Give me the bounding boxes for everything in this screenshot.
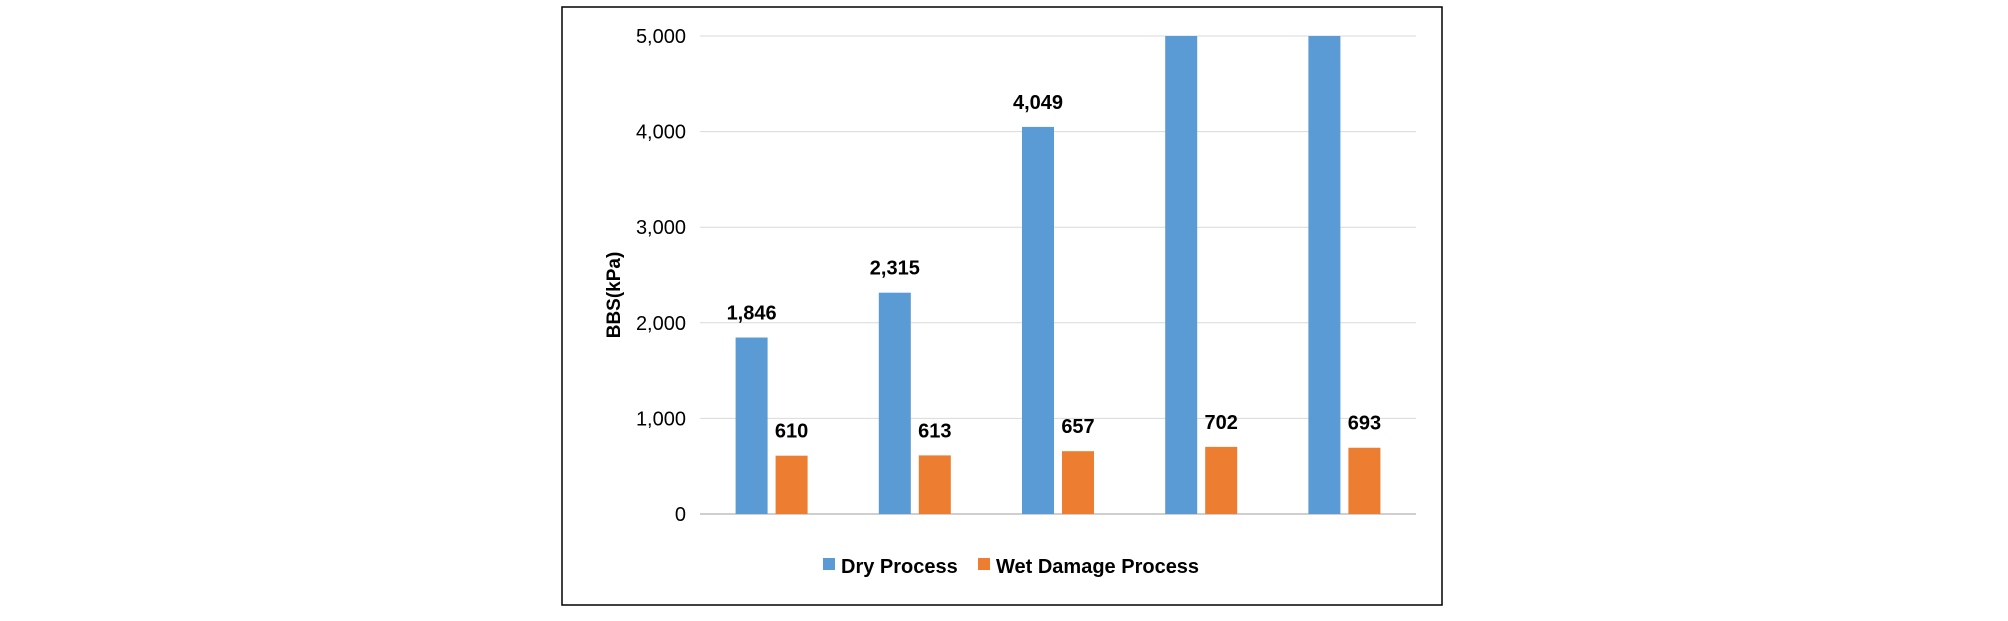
wet-damage-process-data-label: 613	[918, 420, 951, 442]
dry-process-bar	[735, 337, 768, 514]
y-tick-label: 5,000	[636, 26, 686, 48]
legend-swatch	[823, 558, 835, 570]
dry-process-data-label: 2,315	[870, 258, 920, 280]
y-tick-label: 1,000	[636, 408, 686, 430]
wet-damage-process-data-label: 657	[1061, 416, 1094, 438]
legend: Dry Process Wet Damage Process	[823, 556, 1199, 578]
legend-label: Dry Process	[841, 556, 958, 578]
wet-damage-process-data-label: 610	[775, 421, 808, 443]
wet-damage-process-bar	[1062, 451, 1094, 514]
y-axis: 0 1,000 2,000 3,000 4,000 5,000	[636, 26, 686, 526]
wet-damage-process-bar	[775, 455, 808, 514]
y-tick-label: 2,000	[636, 313, 686, 335]
dry-process-bar	[878, 292, 911, 514]
chart-border	[561, 6, 1443, 606]
wet-damage-process-bar	[918, 455, 951, 514]
dry-process-bar	[1165, 36, 1198, 514]
dry-process-bar	[1022, 126, 1054, 515]
legend-label: Wet Damage Process	[996, 556, 1199, 578]
legend-swatch	[978, 558, 990, 570]
y-tick-label: 0	[675, 504, 686, 526]
dry-process-data-label: 1,846	[727, 303, 777, 325]
wet-damage-process-bar	[1205, 446, 1238, 514]
y-axis-title: BBS(kPa)	[604, 252, 625, 339]
bars	[735, 36, 1381, 515]
wet-damage-process-data-label: 702	[1205, 412, 1238, 434]
wet-damage-process-data-label: 693	[1348, 413, 1381, 435]
data-labels: 1,846 2,315 4,049 610 613 657 702 693	[727, 92, 1382, 443]
dry-process-data-label: 4,049	[1013, 92, 1063, 114]
dry-process-bar	[1308, 36, 1341, 514]
y-tick-label: 3,000	[636, 217, 686, 239]
y-tick-label: 4,000	[636, 122, 686, 144]
gridlines	[700, 35, 1416, 515]
wet-damage-process-bar	[1348, 447, 1381, 514]
